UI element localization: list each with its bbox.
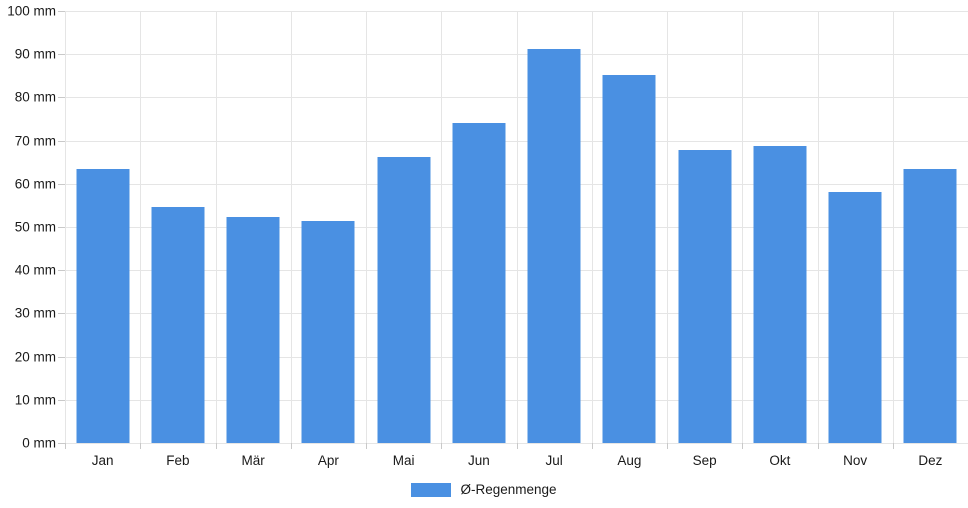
- y-axis-label-50: 50 mm: [14, 219, 56, 235]
- bar-okt[interactable]: [753, 146, 807, 443]
- y-axis-label-90: 90 mm: [14, 46, 56, 62]
- x-axis-label-aug: Aug: [617, 453, 642, 468]
- y-axis-tick-70: [58, 140, 65, 142]
- bar-mär[interactable]: [226, 216, 280, 443]
- x-axis-label-mai: Mai: [392, 453, 415, 468]
- x-axis-label-apr: Apr: [317, 453, 339, 468]
- x-axis-tick-1: [140, 443, 142, 449]
- bar-feb[interactable]: [151, 206, 205, 443]
- x-axis-tick-5: [441, 443, 443, 449]
- x-axis-tick-2: [215, 443, 217, 449]
- y-axis-label-80: 80 mm: [14, 89, 56, 105]
- legend-label: Ø-Regenmenge: [460, 482, 557, 497]
- x-axis-tick-4: [366, 443, 367, 449]
- x-axis-tick-6: [516, 443, 518, 449]
- gridline-v-7: [591, 11, 593, 443]
- x-axis-tick-8: [667, 443, 668, 449]
- y-axis-tick-20: [58, 356, 65, 358]
- y-axis-tick-60: [58, 183, 65, 185]
- y-axis-tick-10: [58, 399, 65, 401]
- y-axis-label-70: 70 mm: [14, 133, 56, 149]
- x-axis-tick-9: [742, 443, 744, 449]
- y-axis-tick-40: [58, 270, 65, 272]
- x-axis-tick-3: [290, 443, 292, 449]
- bar-apr[interactable]: [301, 220, 355, 443]
- legend-swatch-icon: [411, 482, 452, 497]
- gridline-v-6: [516, 11, 518, 443]
- y-axis-tick-50: [58, 227, 65, 228]
- gridline-v-3: [290, 11, 292, 443]
- y-axis-tick-80: [58, 97, 65, 99]
- x-axis-tick-0: [65, 443, 66, 449]
- x-axis-label-sep: Sep: [692, 453, 717, 468]
- x-axis-tick-7: [591, 443, 593, 449]
- y-axis-tick-90: [58, 54, 65, 56]
- y-axis-label-20: 20 mm: [14, 349, 56, 365]
- gridline-v-11: [892, 11, 894, 443]
- gridline-v-9: [742, 11, 744, 443]
- bar-dez[interactable]: [903, 169, 957, 443]
- y-axis-tick-30: [58, 313, 65, 315]
- bar-jul[interactable]: [527, 49, 581, 443]
- bar-aug[interactable]: [602, 74, 656, 443]
- bar-sep[interactable]: [678, 150, 732, 443]
- bar-nov[interactable]: [828, 192, 882, 443]
- y-axis-label-10: 10 mm: [14, 392, 56, 408]
- x-axis-label-feb: Feb: [166, 453, 190, 468]
- gridline-v-2: [215, 11, 217, 443]
- y-axis-tick-0: [58, 443, 65, 444]
- gridline-v-0: [65, 11, 66, 443]
- y-axis-tick-100: [58, 11, 65, 12]
- plot-area: [65, 11, 968, 444]
- legend-item[interactable]: Ø-Regenmenge: [0, 482, 968, 497]
- x-axis-label-jun: Jun: [467, 453, 490, 468]
- x-axis-label-dez: Dez: [918, 453, 943, 468]
- x-axis-label-mär: Mär: [241, 453, 265, 468]
- x-axis-label-jan: Jan: [91, 453, 114, 468]
- y-axis-label-30: 30 mm: [14, 305, 56, 321]
- x-axis-label-okt: Okt: [769, 453, 791, 468]
- gridline-v-10: [817, 11, 819, 443]
- bar-mai[interactable]: [377, 157, 431, 443]
- x-axis-label-nov: Nov: [843, 453, 868, 468]
- y-axis-label-40: 40 mm: [14, 262, 56, 278]
- y-axis-label-60: 60 mm: [14, 176, 56, 192]
- gridline-v-8: [667, 11, 668, 443]
- gridline-v-5: [441, 11, 443, 443]
- y-axis-label-100: 100 mm: [7, 3, 56, 19]
- bar-jan[interactable]: [76, 168, 130, 443]
- x-axis-tick-11: [892, 443, 894, 449]
- x-axis-label-jul: Jul: [545, 453, 563, 468]
- x-axis-tick-10: [817, 443, 819, 449]
- gridline-v-1: [140, 11, 142, 443]
- gridline-v-4: [366, 11, 367, 443]
- y-axis-label-0: 0 mm: [22, 435, 56, 451]
- bar-jun[interactable]: [452, 122, 506, 443]
